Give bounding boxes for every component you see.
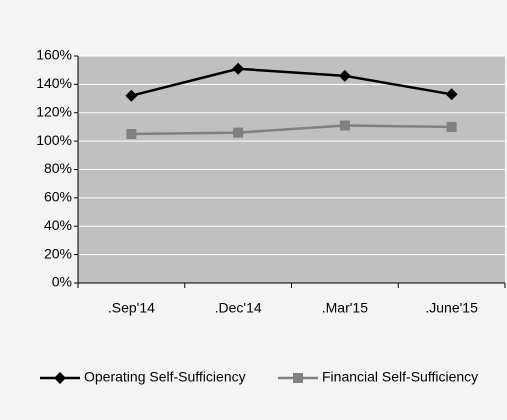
legend-label: Financial Self-Sufficiency bbox=[322, 369, 478, 385]
x-tick-label: .Mar'15 bbox=[322, 300, 368, 316]
y-tick-label: 60% bbox=[44, 189, 72, 205]
series-line bbox=[131, 67, 452, 97]
legend-marker bbox=[293, 373, 303, 383]
y-tick-label: 40% bbox=[44, 217, 72, 233]
y-tick-label: 160% bbox=[36, 47, 72, 63]
x-tick-label: .Dec'14 bbox=[215, 300, 262, 316]
data-point bbox=[125, 89, 138, 102]
data-point bbox=[446, 121, 457, 132]
legend-label: Operating Self-Sufficiency bbox=[84, 369, 246, 385]
y-tick-label: 100% bbox=[36, 132, 72, 148]
x-tick-label: .Sep'14 bbox=[108, 300, 155, 316]
y-tick-label: 0% bbox=[52, 274, 72, 290]
x-tick-label: .June'15 bbox=[425, 300, 478, 316]
legend-marker bbox=[54, 372, 66, 384]
data-point bbox=[339, 120, 350, 131]
data-point bbox=[126, 129, 137, 140]
data-point bbox=[445, 88, 458, 101]
data-point bbox=[232, 62, 245, 75]
y-tick-label: 80% bbox=[44, 160, 72, 176]
y-tick-label: 140% bbox=[36, 75, 72, 91]
y-tick-label: 120% bbox=[36, 103, 72, 119]
series-line bbox=[131, 124, 452, 136]
y-tick-label: 20% bbox=[44, 245, 72, 261]
data-point bbox=[338, 69, 351, 82]
data-point bbox=[233, 127, 244, 138]
